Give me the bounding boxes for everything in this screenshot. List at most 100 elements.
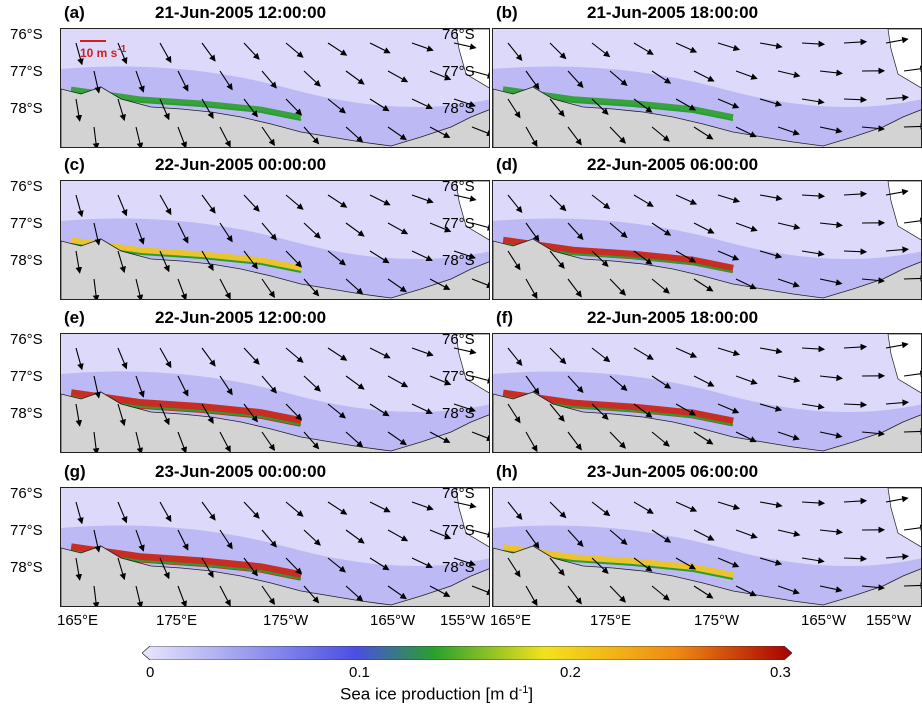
wind-arrow bbox=[327, 501, 348, 515]
wind-arrow bbox=[819, 374, 843, 382]
lat-label: 78°S bbox=[10, 252, 43, 269]
wind-arrow bbox=[285, 194, 304, 210]
wind-arrow bbox=[591, 42, 611, 58]
wind-arrow bbox=[651, 375, 672, 389]
map-plot bbox=[61, 334, 489, 452]
lat-label: 78°S bbox=[442, 559, 475, 576]
wind-arrow bbox=[843, 497, 868, 505]
wind-arrow bbox=[177, 70, 189, 92]
wind-arrow bbox=[117, 557, 126, 581]
wind-arrow bbox=[777, 585, 800, 595]
wind-arrow bbox=[75, 98, 83, 122]
wind-arrow bbox=[717, 194, 741, 204]
map-frame bbox=[60, 180, 490, 300]
wind-arrow bbox=[549, 194, 567, 212]
wind-arrow bbox=[285, 98, 303, 116]
wind-arrow bbox=[609, 431, 626, 449]
wind-arrow bbox=[819, 69, 843, 77]
wind-arrow bbox=[549, 347, 567, 365]
wind-arrow bbox=[387, 70, 409, 83]
wind-arrow bbox=[633, 501, 654, 514]
wind-arrow bbox=[411, 250, 433, 262]
panel-label: (c) bbox=[64, 155, 85, 174]
wind-arrow bbox=[717, 42, 741, 52]
wind-arrow bbox=[801, 40, 826, 48]
map-panel bbox=[492, 487, 922, 607]
lat-label: 76°S bbox=[10, 485, 43, 502]
wind-arrow bbox=[861, 277, 885, 284]
wind-arrow bbox=[387, 585, 407, 600]
lat-label: 77°S bbox=[442, 368, 475, 385]
lat-label: 76°S bbox=[10, 331, 43, 348]
wind-arrow bbox=[693, 529, 715, 541]
wind-arrow bbox=[93, 529, 101, 553]
wind-arrow bbox=[135, 126, 144, 147]
wind-arrow bbox=[219, 222, 233, 243]
wind-arrow bbox=[75, 557, 83, 581]
wind-arrow bbox=[261, 529, 277, 548]
wind-arrow bbox=[261, 278, 276, 299]
wind-arrow bbox=[567, 375, 584, 394]
lon-label: 155°W bbox=[440, 612, 486, 629]
wind-arrow bbox=[843, 248, 868, 255]
wind-arrow bbox=[219, 529, 233, 550]
wind-arrow bbox=[303, 222, 321, 239]
wind-arrow bbox=[387, 529, 409, 542]
wind-arrow bbox=[777, 222, 801, 230]
wind-arrow bbox=[735, 375, 758, 385]
wind-arrow bbox=[819, 221, 843, 229]
wind-arrow bbox=[525, 222, 540, 242]
polynya-band bbox=[70, 543, 302, 581]
wind-arrow bbox=[159, 42, 172, 64]
wind-arrow bbox=[93, 222, 101, 246]
wind-arrow bbox=[201, 347, 216, 367]
polynya-band bbox=[70, 237, 302, 273]
wind-arrow bbox=[303, 126, 320, 145]
lat-label: 78°S bbox=[10, 100, 43, 117]
wind-arrow bbox=[843, 401, 868, 408]
wind-arrow bbox=[819, 278, 843, 286]
lat-label: 76°S bbox=[442, 485, 475, 502]
wind-arrow bbox=[903, 275, 921, 282]
wind-arrow bbox=[693, 375, 715, 387]
wind-arrow bbox=[801, 192, 826, 200]
wind-arrow bbox=[345, 126, 364, 143]
wind-arrow bbox=[693, 70, 715, 82]
lat-label: 77°S bbox=[442, 522, 475, 539]
lat-label: 76°S bbox=[10, 178, 43, 195]
wind-arrow bbox=[861, 430, 885, 437]
lat-label: 78°S bbox=[10, 405, 43, 422]
wind-arrow bbox=[843, 190, 868, 198]
wind-arrow bbox=[117, 250, 126, 274]
wind-arrow bbox=[327, 250, 346, 266]
wind-arrow bbox=[471, 529, 489, 538]
wind-arrow bbox=[717, 347, 741, 357]
wind-arrow bbox=[651, 585, 670, 601]
wind-arrow bbox=[135, 70, 145, 93]
wind-arrow bbox=[675, 98, 697, 111]
wind-arrow bbox=[549, 98, 565, 117]
wind-arrow bbox=[567, 431, 582, 451]
wind-arrow bbox=[525, 529, 540, 549]
wind-arrow bbox=[369, 557, 390, 571]
colorbar-tick: 0.2 bbox=[560, 664, 581, 681]
wind-arrow bbox=[201, 557, 214, 578]
wind-arrow bbox=[609, 375, 628, 392]
map-panel bbox=[492, 28, 922, 148]
map-plot bbox=[61, 29, 489, 147]
wind-arrow bbox=[735, 70, 758, 80]
wind-arrow bbox=[201, 403, 214, 424]
colorbar-tick: 0.3 bbox=[770, 664, 791, 681]
wind-arrow bbox=[819, 126, 843, 134]
land-outline bbox=[887, 29, 921, 89]
wind-arrow bbox=[777, 431, 800, 441]
lat-label: 78°S bbox=[442, 252, 475, 269]
wind-arrow bbox=[135, 529, 145, 552]
wind-arrow bbox=[717, 98, 740, 109]
wind-arrow bbox=[117, 347, 128, 370]
coastline-land bbox=[493, 86, 921, 147]
wind-arrow bbox=[675, 250, 697, 263]
lat-label: 77°S bbox=[10, 368, 43, 385]
wind-arrow bbox=[675, 403, 697, 416]
wind-arrow bbox=[261, 375, 277, 394]
